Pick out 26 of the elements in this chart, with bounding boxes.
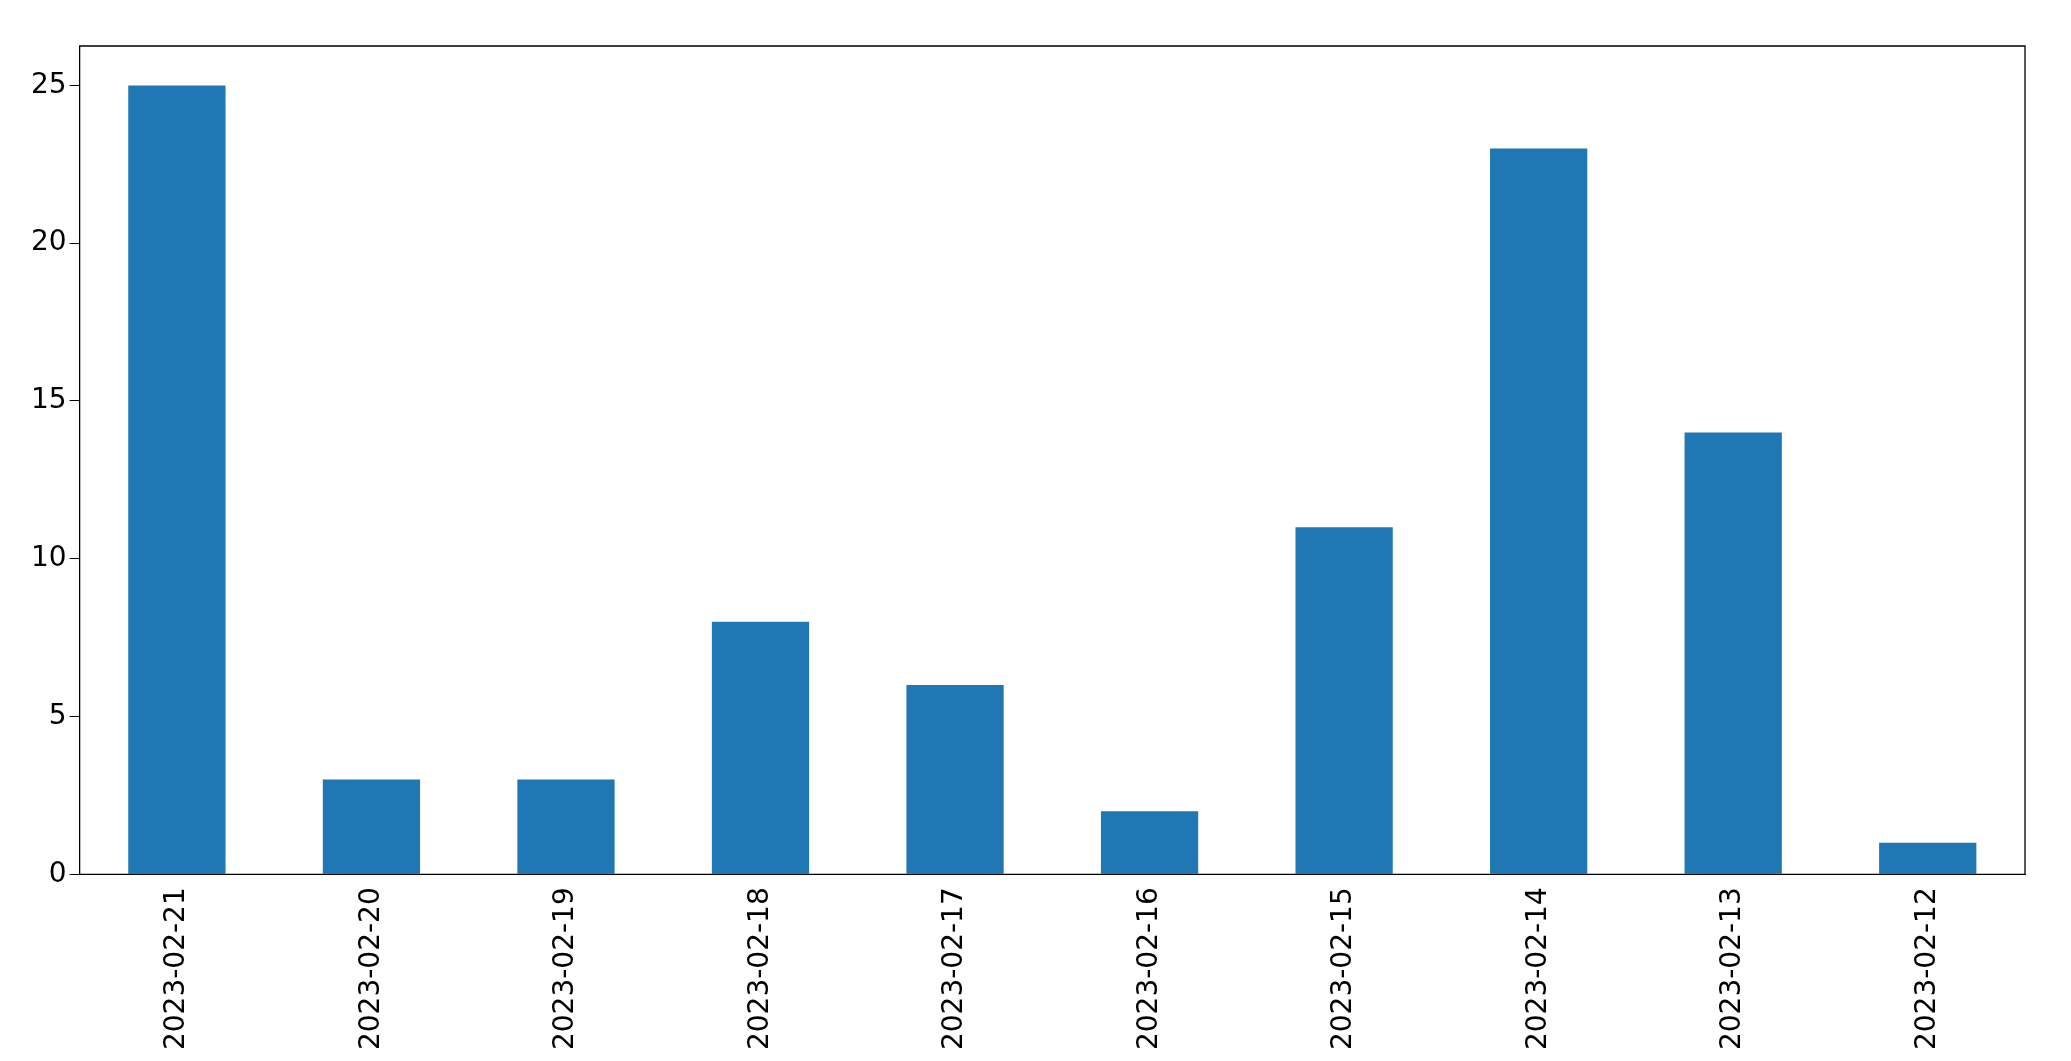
bar xyxy=(322,779,421,874)
y-tick-label: 15 xyxy=(30,382,67,416)
x-tick-label: 2023-02-16 xyxy=(1130,887,1164,1051)
x-tick-label: 2023-02-18 xyxy=(741,887,775,1051)
x-tick-label: 2023-02-20 xyxy=(352,887,386,1051)
x-tick-label: 2023-02-19 xyxy=(547,887,581,1051)
bar xyxy=(1490,148,1588,874)
x-tick-label: 2023-02-15 xyxy=(1325,887,1359,1051)
x-tick-label: 2023-02-17 xyxy=(936,887,970,1051)
bar xyxy=(1684,432,1782,874)
x-tick-label: 2023-02-14 xyxy=(1519,887,1553,1051)
y-tick-label: 25 xyxy=(30,66,67,100)
bar xyxy=(711,621,810,874)
y-tick-label: 0 xyxy=(48,855,67,889)
y-tick-label: 20 xyxy=(30,224,67,258)
bar xyxy=(906,684,1004,874)
bar xyxy=(1295,527,1393,874)
x-tick-label: 2023-02-12 xyxy=(1909,887,1943,1051)
y-tick-label: 10 xyxy=(30,540,67,574)
bar xyxy=(128,85,226,874)
bar xyxy=(1100,811,1199,874)
x-tick-label: 2023-02-21 xyxy=(158,887,192,1051)
bar xyxy=(517,779,615,874)
y-tick-label: 5 xyxy=(48,697,67,731)
bar xyxy=(1879,842,1977,874)
x-tick-label: 2023-02-13 xyxy=(1714,887,1748,1051)
